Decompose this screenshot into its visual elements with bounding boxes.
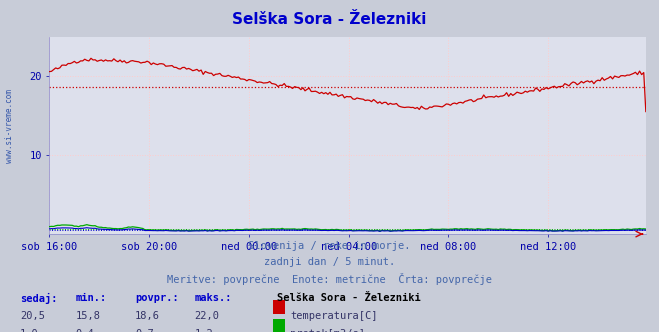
Text: 15,8: 15,8 bbox=[76, 311, 101, 321]
Text: Meritve: povprečne  Enote: metrične  Črta: povprečje: Meritve: povprečne Enote: metrične Črta:… bbox=[167, 273, 492, 285]
Text: 22,0: 22,0 bbox=[194, 311, 219, 321]
Text: min.:: min.: bbox=[76, 293, 107, 303]
Text: maks.:: maks.: bbox=[194, 293, 232, 303]
Text: Selška Sora - Železniki: Selška Sora - Železniki bbox=[233, 12, 426, 27]
Text: Slovenija / reke in morje.: Slovenija / reke in morje. bbox=[248, 241, 411, 251]
Text: pretok[m3/s]: pretok[m3/s] bbox=[290, 329, 365, 332]
Text: Selška Sora - Železniki: Selška Sora - Železniki bbox=[277, 293, 420, 303]
Text: www.si-vreme.com: www.si-vreme.com bbox=[5, 89, 14, 163]
Text: 0,7: 0,7 bbox=[135, 329, 154, 332]
Text: 18,6: 18,6 bbox=[135, 311, 160, 321]
Text: sedaj:: sedaj: bbox=[20, 293, 57, 304]
Text: 0,4: 0,4 bbox=[76, 329, 94, 332]
Text: temperatura[C]: temperatura[C] bbox=[290, 311, 378, 321]
Text: zadnji dan / 5 minut.: zadnji dan / 5 minut. bbox=[264, 257, 395, 267]
Text: 20,5: 20,5 bbox=[20, 311, 45, 321]
Text: povpr.:: povpr.: bbox=[135, 293, 179, 303]
Text: 1,2: 1,2 bbox=[194, 329, 213, 332]
Text: 1,0: 1,0 bbox=[20, 329, 38, 332]
